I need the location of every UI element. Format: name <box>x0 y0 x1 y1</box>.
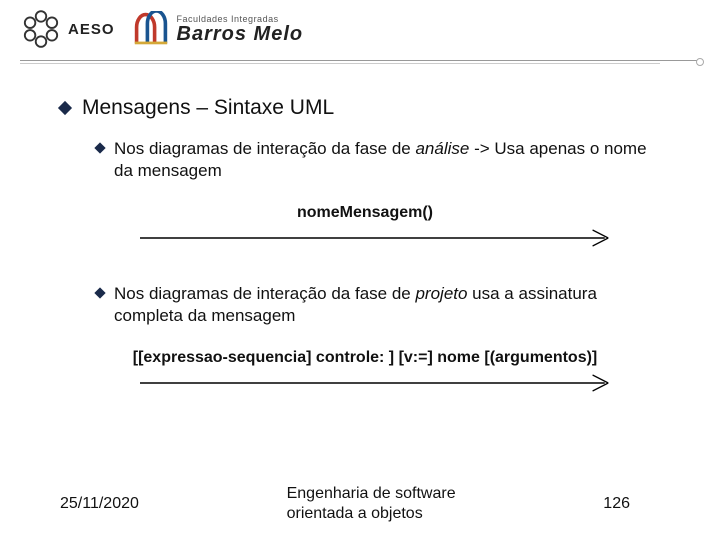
footer-subject-line: orientada a objetos <box>287 504 456 524</box>
aeso-flower-icon <box>20 8 62 50</box>
message-syntax-full: [[expressao-sequencia] controle: ] [v:=]… <box>60 349 670 367</box>
message-syntax-simple: nomeMensagem() <box>60 204 670 222</box>
arrow-icon <box>140 226 610 250</box>
sub-bullet-2-text: Nos diagramas de interação da fase de pr… <box>114 283 670 327</box>
logo-barros-melo: Faculdades Integradas Barros Melo <box>133 11 304 47</box>
sub-bullet-2: Nos diagramas de interação da fase de pr… <box>96 283 670 327</box>
text-italic: projeto <box>415 284 467 303</box>
barros-text-block: Faculdades Integradas Barros Melo <box>177 14 304 44</box>
main-bullet: Mensagens – Sintaxe UML <box>60 96 670 120</box>
barros-melo-label: Barros Melo <box>177 24 304 44</box>
arrow-2 <box>140 371 610 400</box>
footer-date: 25/11/2020 <box>60 495 139 513</box>
diamond-bullet-icon <box>94 142 105 153</box>
sub-bullet-1: Nos diagramas de interação da fase de an… <box>96 138 670 182</box>
slide-footer: 25/11/2020 Engenharia de software orient… <box>0 484 720 524</box>
footer-subject-line: Engenharia de software <box>287 484 456 504</box>
slide-header: AESO Faculdades Integradas Barros Melo <box>0 0 720 56</box>
footer-page-number: 126 <box>603 495 630 513</box>
diamond-bullet-icon <box>94 288 105 299</box>
logo-aeso: AESO <box>20 8 115 50</box>
aeso-text: AESO <box>68 21 115 38</box>
header-divider <box>20 60 700 68</box>
slide-title: Mensagens – Sintaxe UML <box>82 96 334 120</box>
sub-bullet-1-text: Nos diagramas de interação da fase de an… <box>114 138 670 182</box>
text-fragment: Nos diagramas de interação da fase de <box>114 139 415 158</box>
slide-content: Mensagens – Sintaxe UML Nos diagramas de… <box>0 68 720 400</box>
text-fragment: Nos diagramas de interação da fase de <box>114 284 415 303</box>
text-italic: análise <box>415 139 469 158</box>
footer-subject: Engenharia de software orientada a objet… <box>287 484 456 524</box>
arrow-icon <box>140 371 610 395</box>
diamond-bullet-icon <box>58 101 72 115</box>
barros-arches-icon <box>133 11 169 47</box>
arrow-1 <box>140 226 610 255</box>
